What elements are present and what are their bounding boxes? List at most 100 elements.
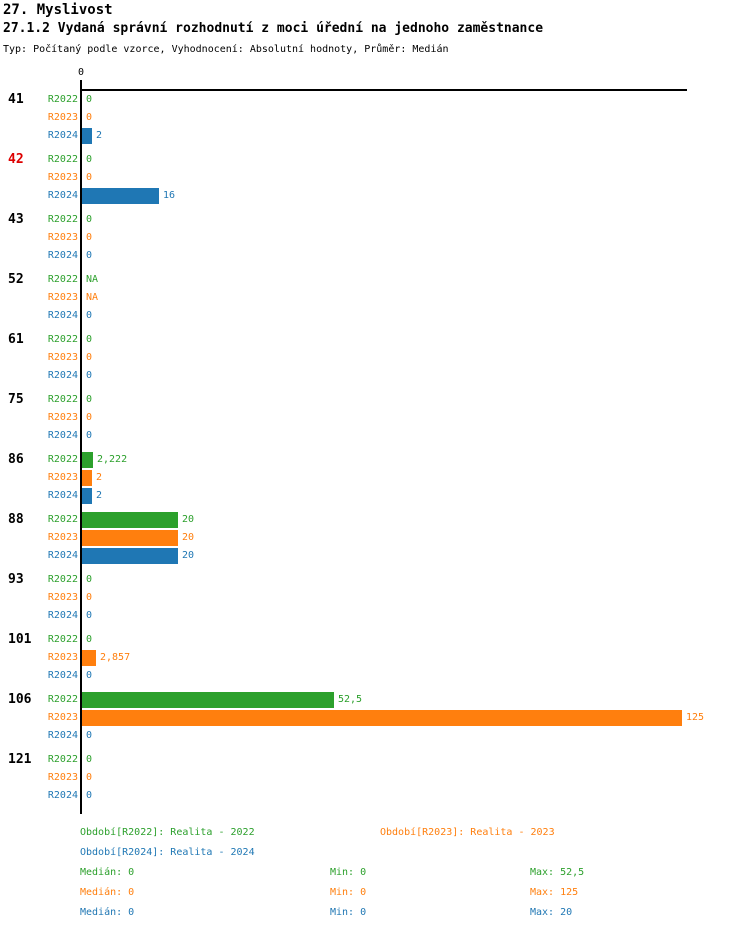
category-label: 86 [8, 452, 24, 467]
bar-r2022-88 [82, 512, 178, 528]
bar-r2022-106 [82, 692, 334, 708]
legend-r2022: Období[R2022]: Realita - 2022 [80, 827, 255, 838]
bar-r2024-86 [82, 488, 92, 504]
category-label: 61 [8, 332, 24, 347]
category-label: 41 [8, 92, 24, 107]
chart-row: 52 R2022 NA [0, 271, 750, 289]
value-label: 0 [86, 790, 93, 801]
x-axis-line [80, 89, 687, 91]
legend-r2023: Období[R2023]: Realita - 2023 [380, 827, 555, 838]
value-label: 0 [86, 574, 93, 585]
bar-r2023-88 [82, 530, 178, 546]
bar-r2024-88 [82, 548, 178, 564]
bar-r2024-41 [82, 128, 92, 144]
chart-row: 86 R2022 2,222 [0, 451, 750, 469]
series-label: R2023 [47, 112, 78, 123]
chart-row: R2024 0 [0, 427, 750, 445]
chart-row: R2023 0 [0, 229, 750, 247]
series-label: R2024 [47, 490, 78, 501]
value-label: 0 [86, 670, 93, 681]
chart-row: R2023 NA [0, 289, 750, 307]
bar-r2022-86 [82, 452, 93, 468]
value-label: 2,222 [97, 454, 128, 465]
series-label: R2022 [47, 754, 78, 765]
category-label: 52 [8, 272, 24, 287]
stat-max-r2022: Max: 52,5 [530, 867, 585, 878]
chart-row: 106 R2022 52,5 [0, 691, 750, 709]
chart-row: 75 R2022 0 [0, 391, 750, 409]
series-label: R2023 [47, 292, 78, 303]
chart-row: R2024 0 [0, 367, 750, 385]
stat-max-r2024: Max: 20 [530, 907, 573, 918]
stat-median-r2024: Medián: 0 [80, 907, 135, 918]
bar-r2023-86 [82, 470, 92, 486]
chart-row: R2024 2 [0, 487, 750, 505]
series-label: R2022 [47, 154, 78, 165]
chart-row: R2024 0 [0, 607, 750, 625]
series-label: R2023 [47, 532, 78, 543]
category-label: 42 [8, 152, 24, 167]
chart-row: R2023 2 [0, 469, 750, 487]
value-label: 0 [86, 112, 93, 123]
y-axis-line [80, 80, 82, 814]
value-label: 0 [86, 610, 93, 621]
chart-row: R2023 0 [0, 349, 750, 367]
chart-row: R2024 16 [0, 187, 750, 205]
chart-row: R2023 0 [0, 109, 750, 127]
bar-r2023-101 [82, 650, 96, 666]
series-label: R2023 [47, 712, 78, 723]
value-label: 0 [86, 250, 93, 261]
series-label: R2023 [47, 592, 78, 603]
page-title: 27. Myslivost [3, 2, 113, 18]
value-label: 2 [96, 130, 103, 141]
chart-row: R2023 0 [0, 169, 750, 187]
series-label: R2023 [47, 352, 78, 363]
chart-row: R2023 2,857 [0, 649, 750, 667]
category-label: 106 [8, 692, 32, 707]
series-label: R2024 [47, 790, 78, 801]
chart-row: R2024 2 [0, 127, 750, 145]
value-label: 0 [86, 412, 93, 423]
category-label: 101 [8, 632, 32, 647]
stat-min-r2022: Min: 0 [330, 867, 367, 878]
series-label: R2024 [47, 730, 78, 741]
chart-row: 93 R2022 0 [0, 571, 750, 589]
chart-meta-line: Typ: Počítaný podle vzorce, Vyhodnocení:… [3, 44, 449, 55]
value-label: 0 [86, 94, 93, 105]
value-label: 2 [96, 490, 103, 501]
value-label: 125 [686, 712, 705, 723]
stat-min-r2023: Min: 0 [330, 887, 367, 898]
category-label: 121 [8, 752, 32, 767]
value-label: 2 [96, 472, 103, 483]
chart-row: 43 R2022 0 [0, 211, 750, 229]
series-label: R2024 [47, 370, 78, 381]
series-label: R2022 [47, 574, 78, 585]
series-label: R2022 [47, 514, 78, 525]
chart-row: 121 R2022 0 [0, 751, 750, 769]
value-label: 16 [163, 190, 176, 201]
series-label: R2022 [47, 214, 78, 225]
series-label: R2023 [47, 172, 78, 183]
series-label: R2022 [47, 394, 78, 405]
bar-r2024-42 [82, 188, 159, 204]
series-label: R2024 [47, 550, 78, 561]
chart-row: 61 R2022 0 [0, 331, 750, 349]
value-label: 0 [86, 214, 93, 225]
value-label: 0 [86, 232, 93, 243]
value-label: 0 [86, 394, 93, 405]
chart-row: 41 R2022 0 [0, 91, 750, 109]
value-label: 20 [182, 532, 195, 543]
value-label: 0 [86, 310, 93, 321]
value-label: 0 [86, 772, 93, 783]
zero-tick-label: 0 [77, 67, 85, 78]
stat-max-r2023: Max: 125 [530, 887, 579, 898]
series-label: R2023 [47, 412, 78, 423]
chart-row: R2023 20 [0, 529, 750, 547]
value-label: NA [86, 292, 99, 303]
series-label: R2024 [47, 250, 78, 261]
legend-r2024: Období[R2024]: Realita - 2024 [80, 847, 255, 858]
chart-row: R2024 0 [0, 787, 750, 805]
value-label: 20 [182, 514, 195, 525]
chart-row: R2024 0 [0, 307, 750, 325]
